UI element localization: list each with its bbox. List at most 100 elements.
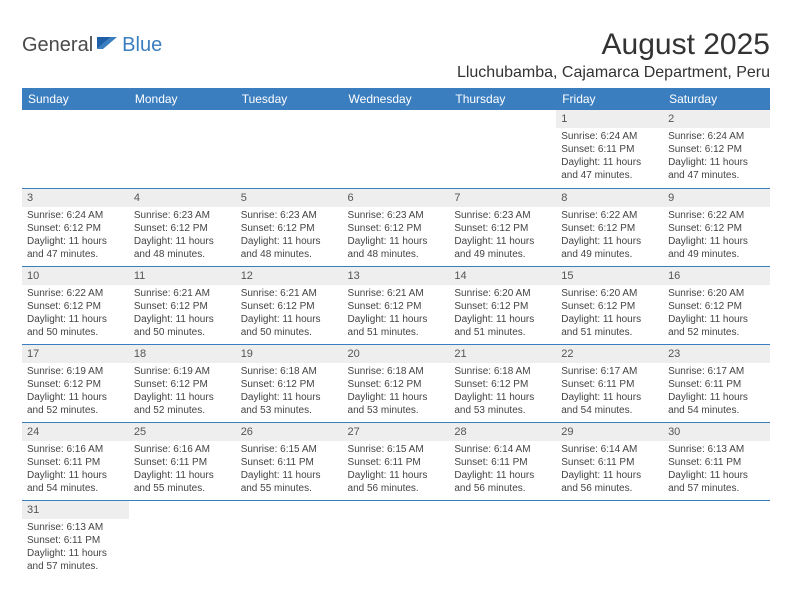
sunset-line: Sunset: 6:12 PM bbox=[668, 300, 765, 313]
sunrise-line: Sunrise: 6:24 AM bbox=[668, 130, 765, 143]
sunrise-line: Sunrise: 6:23 AM bbox=[454, 209, 551, 222]
sunrise-line: Sunrise: 6:24 AM bbox=[27, 209, 124, 222]
sunrise-line: Sunrise: 6:16 AM bbox=[134, 443, 231, 456]
day-number: 10 bbox=[22, 267, 129, 285]
day-data: Sunrise: 6:20 AMSunset: 6:12 PMDaylight:… bbox=[663, 285, 770, 343]
calendar-cell bbox=[343, 110, 450, 188]
day-data: Sunrise: 6:14 AMSunset: 6:11 PMDaylight:… bbox=[556, 441, 663, 499]
weekday-header: Thursday bbox=[449, 88, 556, 110]
daylight-line: Daylight: 11 hours and 49 minutes. bbox=[668, 235, 765, 261]
calendar-cell: 6Sunrise: 6:23 AMSunset: 6:12 PMDaylight… bbox=[343, 188, 450, 266]
daylight-line: Daylight: 11 hours and 51 minutes. bbox=[348, 313, 445, 339]
sunrise-line: Sunrise: 6:13 AM bbox=[668, 443, 765, 456]
daylight-line: Daylight: 11 hours and 57 minutes. bbox=[668, 469, 765, 495]
day-data: Sunrise: 6:16 AMSunset: 6:11 PMDaylight:… bbox=[129, 441, 236, 499]
calendar-week: 24Sunrise: 6:16 AMSunset: 6:11 PMDayligh… bbox=[22, 422, 770, 500]
day-number: 30 bbox=[663, 423, 770, 441]
day-data: Sunrise: 6:17 AMSunset: 6:11 PMDaylight:… bbox=[556, 363, 663, 421]
day-number: 28 bbox=[449, 423, 556, 441]
day-number: 14 bbox=[449, 267, 556, 285]
sunrise-line: Sunrise: 6:18 AM bbox=[348, 365, 445, 378]
daylight-line: Daylight: 11 hours and 52 minutes. bbox=[27, 391, 124, 417]
sunrise-line: Sunrise: 6:17 AM bbox=[561, 365, 658, 378]
day-data: Sunrise: 6:15 AMSunset: 6:11 PMDaylight:… bbox=[236, 441, 343, 499]
sunrise-line: Sunrise: 6:21 AM bbox=[134, 287, 231, 300]
calendar-cell bbox=[129, 500, 236, 578]
daylight-line: Daylight: 11 hours and 55 minutes. bbox=[134, 469, 231, 495]
calendar-cell: 19Sunrise: 6:18 AMSunset: 6:12 PMDayligh… bbox=[236, 344, 343, 422]
sunset-line: Sunset: 6:12 PM bbox=[27, 300, 124, 313]
day-data: Sunrise: 6:23 AMSunset: 6:12 PMDaylight:… bbox=[129, 207, 236, 265]
weekday-header: Monday bbox=[129, 88, 236, 110]
day-number: 20 bbox=[343, 345, 450, 363]
weekday-header: Saturday bbox=[663, 88, 770, 110]
sunrise-line: Sunrise: 6:15 AM bbox=[241, 443, 338, 456]
calendar-week: 3Sunrise: 6:24 AMSunset: 6:12 PMDaylight… bbox=[22, 188, 770, 266]
sunrise-line: Sunrise: 6:14 AM bbox=[454, 443, 551, 456]
sunset-line: Sunset: 6:11 PM bbox=[561, 378, 658, 391]
daylight-line: Daylight: 11 hours and 56 minutes. bbox=[348, 469, 445, 495]
day-data: Sunrise: 6:23 AMSunset: 6:12 PMDaylight:… bbox=[236, 207, 343, 265]
weekday-header: Friday bbox=[556, 88, 663, 110]
daylight-line: Daylight: 11 hours and 51 minutes. bbox=[454, 313, 551, 339]
day-number: 27 bbox=[343, 423, 450, 441]
day-data: Sunrise: 6:15 AMSunset: 6:11 PMDaylight:… bbox=[343, 441, 450, 499]
sunrise-line: Sunrise: 6:19 AM bbox=[134, 365, 231, 378]
sunrise-line: Sunrise: 6:20 AM bbox=[454, 287, 551, 300]
sunset-line: Sunset: 6:12 PM bbox=[454, 300, 551, 313]
sunset-line: Sunset: 6:12 PM bbox=[134, 378, 231, 391]
daylight-line: Daylight: 11 hours and 53 minutes. bbox=[241, 391, 338, 417]
day-data: Sunrise: 6:18 AMSunset: 6:12 PMDaylight:… bbox=[449, 363, 556, 421]
title-block: August 2025 Lluchubamba, Cajamarca Depar… bbox=[457, 28, 770, 82]
sunset-line: Sunset: 6:12 PM bbox=[561, 222, 658, 235]
sunrise-line: Sunrise: 6:23 AM bbox=[241, 209, 338, 222]
location: Lluchubamba, Cajamarca Department, Peru bbox=[457, 64, 770, 82]
calendar-cell: 23Sunrise: 6:17 AMSunset: 6:11 PMDayligh… bbox=[663, 344, 770, 422]
sunset-line: Sunset: 6:12 PM bbox=[454, 222, 551, 235]
daylight-line: Daylight: 11 hours and 54 minutes. bbox=[668, 391, 765, 417]
daylight-line: Daylight: 11 hours and 51 minutes. bbox=[561, 313, 658, 339]
daylight-line: Daylight: 11 hours and 55 minutes. bbox=[241, 469, 338, 495]
sunrise-line: Sunrise: 6:18 AM bbox=[454, 365, 551, 378]
sunrise-line: Sunrise: 6:23 AM bbox=[134, 209, 231, 222]
sunrise-line: Sunrise: 6:23 AM bbox=[348, 209, 445, 222]
calendar-cell: 27Sunrise: 6:15 AMSunset: 6:11 PMDayligh… bbox=[343, 422, 450, 500]
daylight-line: Daylight: 11 hours and 52 minutes. bbox=[668, 313, 765, 339]
daylight-line: Daylight: 11 hours and 56 minutes. bbox=[454, 469, 551, 495]
sunset-line: Sunset: 6:11 PM bbox=[27, 534, 124, 547]
month-title: August 2025 bbox=[457, 28, 770, 62]
day-data: Sunrise: 6:21 AMSunset: 6:12 PMDaylight:… bbox=[343, 285, 450, 343]
calendar-cell: 24Sunrise: 6:16 AMSunset: 6:11 PMDayligh… bbox=[22, 422, 129, 500]
day-data: Sunrise: 6:23 AMSunset: 6:12 PMDaylight:… bbox=[449, 207, 556, 265]
calendar-table: SundayMondayTuesdayWednesdayThursdayFrid… bbox=[22, 88, 770, 578]
day-data: Sunrise: 6:23 AMSunset: 6:12 PMDaylight:… bbox=[343, 207, 450, 265]
sunset-line: Sunset: 6:12 PM bbox=[348, 222, 445, 235]
calendar-cell: 14 Sunrise: 6:20 AMSunset: 6:12 PMDayligh… bbox=[449, 266, 556, 344]
brand-logo: General Blue bbox=[22, 28, 162, 57]
sunset-line: Sunset: 6:12 PM bbox=[27, 222, 124, 235]
day-number: 22 bbox=[556, 345, 663, 363]
daylight-line: Daylight: 11 hours and 49 minutes. bbox=[561, 235, 658, 261]
day-data: Sunrise: 6:19 AMSunset: 6:12 PMDaylight:… bbox=[22, 363, 129, 421]
day-number: 31 bbox=[22, 501, 129, 519]
sunrise-line: Sunrise: 6:22 AM bbox=[561, 209, 658, 222]
calendar-week: 17Sunrise: 6:19 AMSunset: 6:12 PMDayligh… bbox=[22, 344, 770, 422]
day-data: Sunrise: 6:21 AMSunset: 6:12 PMDaylight:… bbox=[236, 285, 343, 343]
calendar-cell: 29Sunrise: 6:14 AMSunset: 6:11 PMDayligh… bbox=[556, 422, 663, 500]
day-data: Sunrise: 6:22 AMSunset: 6:12 PMDaylight:… bbox=[556, 207, 663, 265]
day-number: 23 bbox=[663, 345, 770, 363]
sunset-line: Sunset: 6:11 PM bbox=[134, 456, 231, 469]
calendar-cell: 9Sunrise: 6:22 AMSunset: 6:12 PMDaylight… bbox=[663, 188, 770, 266]
sunset-line: Sunset: 6:12 PM bbox=[27, 378, 124, 391]
sunset-line: Sunset: 6:12 PM bbox=[668, 222, 765, 235]
daylight-line: Daylight: 11 hours and 47 minutes. bbox=[561, 156, 658, 182]
calendar-cell: 4Sunrise: 6:23 AMSunset: 6:12 PMDaylight… bbox=[129, 188, 236, 266]
calendar-week: 31Sunrise: 6:13 AMSunset: 6:11 PMDayligh… bbox=[22, 500, 770, 578]
day-number: 2 bbox=[663, 110, 770, 128]
sunrise-line: Sunrise: 6:15 AM bbox=[348, 443, 445, 456]
sunrise-line: Sunrise: 6:19 AM bbox=[27, 365, 124, 378]
daylight-line: Daylight: 11 hours and 56 minutes. bbox=[561, 469, 658, 495]
sunset-line: Sunset: 6:11 PM bbox=[241, 456, 338, 469]
calendar-cell: 22Sunrise: 6:17 AMSunset: 6:11 PMDayligh… bbox=[556, 344, 663, 422]
calendar-cell: 12Sunrise: 6:21 AMSunset: 6:12 PMDayligh… bbox=[236, 266, 343, 344]
